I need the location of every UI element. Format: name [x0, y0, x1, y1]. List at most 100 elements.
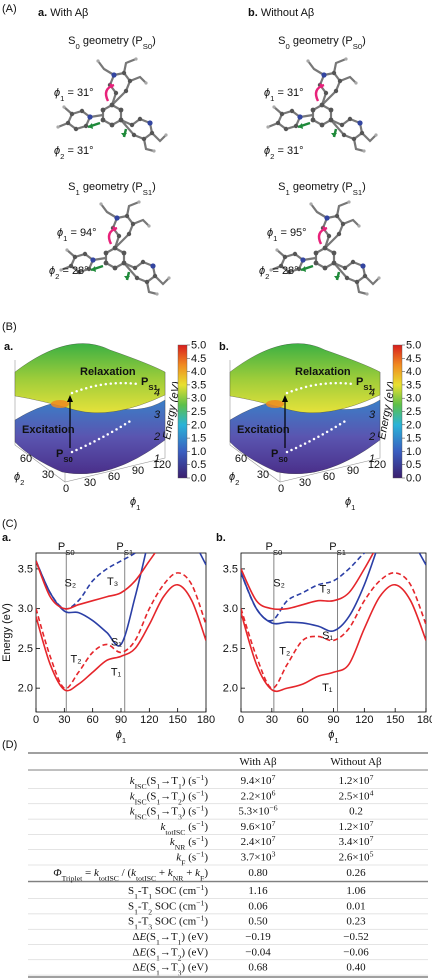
- table-cell: 2.4×107: [241, 834, 276, 849]
- hot-spot: [266, 400, 284, 408]
- axis-label: ϕ2: [14, 471, 24, 487]
- point-label: PS0: [56, 448, 73, 464]
- arrow-head: [282, 395, 288, 402]
- text-run: 1: [286, 188, 290, 197]
- text-run: 1.2×10: [339, 775, 370, 787]
- colorbar-tick-label: 1.5: [406, 433, 421, 445]
- x-tick-label: 90: [115, 714, 127, 726]
- text-run: geometry (P: [80, 35, 143, 47]
- annotation: Relaxation: [80, 366, 136, 378]
- text-run: E: [138, 946, 146, 958]
- row-label: ΦTriplet = ktotISC / (ktotISC + kNR + kF…: [53, 867, 208, 883]
- y-tick-label: 2.0: [18, 683, 33, 695]
- text-run: 1: [63, 234, 67, 243]
- axis-tick-label: 4: [154, 387, 160, 399]
- axis-tick-label: 120: [368, 459, 386, 471]
- table-cell: 0.50: [248, 916, 268, 928]
- text-run: 2: [55, 272, 59, 281]
- text-run: ϕ: [328, 729, 334, 741]
- angle-label: ϕ2 = 31°: [264, 145, 304, 161]
- axis-tick-label: 30: [299, 477, 311, 489]
- text-run: ): [152, 35, 156, 47]
- angle-label: ϕ2 = 31°: [54, 145, 94, 161]
- text-run: S1: [337, 548, 346, 557]
- text-run: 0.06: [248, 900, 268, 912]
- annotation: Excitation: [237, 424, 290, 436]
- axis-label: ϕ2: [229, 471, 239, 487]
- text-run: = 31°: [274, 87, 303, 99]
- text-run: -T: [138, 885, 149, 897]
- text-run: (s: [185, 821, 196, 833]
- table-cell: 9.6×107: [241, 818, 276, 833]
- table-cell: 0.80: [248, 867, 268, 879]
- text-run: 5: [370, 849, 374, 858]
- text-run: NR: [173, 873, 185, 882]
- text-run: 0.50: [248, 916, 268, 928]
- axis-tick-label: 1: [369, 453, 375, 465]
- text-run: ) (s: [182, 790, 196, 802]
- series-label: T₃: [320, 584, 331, 596]
- axis-tick-label: 90: [347, 465, 359, 477]
- colorbar-tick-label: 0.5: [191, 459, 206, 471]
- text-run: S: [128, 900, 134, 912]
- text-run: 3: [178, 812, 182, 821]
- table-cell: 0.2: [349, 806, 363, 818]
- x-tick-label: 120: [140, 714, 158, 726]
- text-run: totISC: [136, 873, 156, 882]
- table-cell: 0.06: [248, 900, 268, 912]
- axis-label: ϕ1: [345, 496, 355, 512]
- text-run: ): [204, 790, 208, 802]
- text-run: 1: [134, 922, 138, 931]
- table-cell: 2.5×104: [339, 788, 374, 803]
- text-run: ): [204, 900, 208, 912]
- text-run: ϕ: [345, 496, 351, 508]
- series-label: T₁: [322, 682, 333, 694]
- text-run: 3: [178, 968, 182, 977]
- axis-tick-label: 60: [108, 471, 120, 483]
- colorbar-tick-label: 0.0: [191, 473, 206, 485]
- axis-tick-label: 60: [235, 453, 247, 465]
- text-run: −6: [269, 803, 277, 812]
- row-label: kISC(S1→T1) (s−1): [130, 773, 209, 791]
- plot-area: [36, 553, 206, 692]
- line-chart: b.03060901201501802.02.53.03.5ϕ1PS0PS1S₁…: [216, 532, 432, 745]
- text-run: SOC (cm: [152, 900, 196, 912]
- x-tick-label: 150: [386, 714, 404, 726]
- text-run: →T: [160, 946, 178, 958]
- text-run: 1.16: [248, 885, 268, 897]
- x-tick-label: 150: [168, 714, 186, 726]
- text-run: Δ: [132, 931, 139, 943]
- text-run: ISC: [135, 812, 147, 821]
- table-cell: 0.01: [346, 900, 365, 912]
- text-run: ISC: [135, 797, 147, 806]
- chart-label: a.: [2, 532, 11, 544]
- point-label: PS0: [271, 448, 288, 464]
- series-label: S₁: [322, 630, 333, 642]
- axis-tick-label: 3: [154, 409, 161, 421]
- text-run: →T: [160, 931, 178, 943]
- row-label: kF (s−1): [176, 849, 208, 867]
- text-run: k: [176, 852, 182, 864]
- text-run: 5.3×10: [238, 806, 269, 818]
- text-run: S0: [63, 455, 72, 464]
- chart-label: b.: [216, 532, 226, 544]
- text-run: 0.23: [346, 916, 366, 928]
- table-cell: −0.04: [245, 946, 271, 958]
- text-run: k: [130, 775, 136, 787]
- text-run: P: [266, 541, 273, 553]
- table-cell: −0.06: [343, 946, 369, 958]
- text-run: ): [204, 852, 208, 864]
- text-run: 9.4×10: [241, 775, 272, 787]
- reference-label: PS0: [266, 541, 283, 557]
- text-run: 7: [370, 818, 374, 827]
- series-line: [36, 553, 206, 647]
- text-run: +: [156, 867, 168, 879]
- text-run: = 94°: [67, 227, 96, 239]
- text-run: 1: [134, 907, 138, 916]
- series-label: T₃: [107, 576, 118, 588]
- panel-label: (A): [2, 3, 17, 15]
- text-run: F: [181, 858, 185, 867]
- axis-tick-label: 60: [20, 453, 32, 465]
